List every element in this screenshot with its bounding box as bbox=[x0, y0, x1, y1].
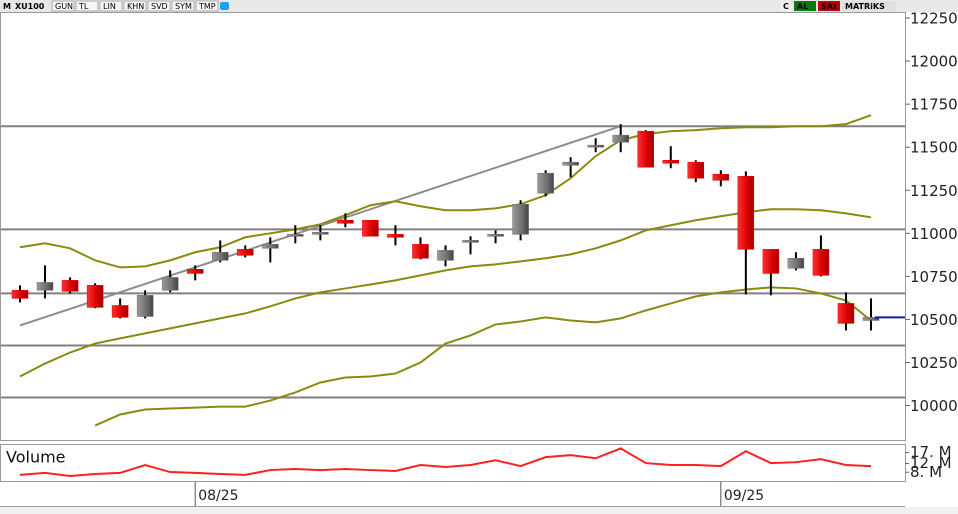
toolbar-item[interactable]: LIN bbox=[103, 2, 116, 11]
candle-body bbox=[787, 258, 805, 269]
toolbar-button[interactable] bbox=[171, 0, 195, 12]
candle-body bbox=[662, 160, 680, 164]
candle-body bbox=[837, 303, 855, 324]
candle-body bbox=[762, 249, 780, 274]
toolbar-item[interactable]: GUN bbox=[55, 2, 73, 11]
toolbar-item[interactable]: KHN bbox=[127, 2, 144, 11]
candle-body bbox=[562, 161, 579, 166]
candle-body bbox=[86, 285, 104, 308]
candle-body bbox=[512, 203, 529, 235]
candle-body bbox=[637, 130, 654, 168]
toolbar bbox=[0, 0, 958, 12]
candle-body bbox=[312, 232, 329, 235]
toolbar-button[interactable] bbox=[147, 0, 171, 12]
candle-body bbox=[262, 244, 279, 249]
scrollbar[interactable] bbox=[0, 507, 958, 514]
candle-body bbox=[487, 234, 504, 237]
toolbar-button[interactable] bbox=[780, 1, 792, 11]
volume-label: Volume bbox=[6, 448, 66, 467]
y-tick-label: 12. M bbox=[910, 454, 952, 472]
y-tick-label: 11750 bbox=[910, 96, 958, 114]
candle-body bbox=[437, 250, 454, 261]
y-tick-label: 11500 bbox=[910, 139, 958, 157]
candle-body bbox=[412, 244, 429, 259]
y-tick-label: 8. M bbox=[910, 463, 942, 481]
y-tick-label: 11250 bbox=[910, 182, 958, 200]
toolbar-item[interactable]: MATRiKS bbox=[845, 2, 885, 11]
candle-body bbox=[36, 282, 54, 291]
toolbar-item[interactable]: AL bbox=[797, 2, 808, 11]
candle-body bbox=[462, 240, 479, 243]
x-tick-label: 09/25 bbox=[724, 488, 764, 504]
candle-body bbox=[287, 234, 304, 237]
toolbar-item[interactable]: SAT bbox=[821, 2, 838, 11]
candle-body bbox=[61, 280, 79, 292]
candle-body bbox=[237, 249, 254, 256]
candle-body bbox=[111, 305, 129, 318]
toolbar-item[interactable]: XU100 bbox=[15, 2, 45, 11]
toolbar-button[interactable] bbox=[99, 0, 123, 12]
toolbar-item[interactable]: SYM bbox=[175, 2, 192, 11]
y-tick-label: 12250 bbox=[910, 10, 958, 28]
candle-body bbox=[862, 317, 880, 321]
toolbar-item[interactable]: C bbox=[783, 2, 789, 11]
twitter-icon[interactable] bbox=[220, 2, 229, 10]
y-tick-label: 10250 bbox=[910, 354, 958, 372]
y-tick-label: 10500 bbox=[910, 311, 958, 329]
toolbar-item[interactable]: TMP bbox=[198, 2, 216, 11]
candle-body bbox=[362, 219, 379, 237]
bollinger-band bbox=[19, 114, 872, 269]
volume-plot bbox=[19, 447, 872, 477]
y-tick-label: 10000 bbox=[910, 397, 958, 415]
candle-body bbox=[337, 219, 354, 224]
toolbar-item[interactable]: SVD bbox=[151, 2, 168, 11]
price-plot bbox=[1, 114, 905, 427]
candle-body bbox=[587, 144, 604, 148]
y-tick-label: 10750 bbox=[910, 268, 958, 286]
candle-body bbox=[687, 161, 705, 179]
price-pane bbox=[0, 12, 906, 441]
x-tick-label: 08/25 bbox=[198, 488, 238, 504]
candle-body bbox=[11, 290, 29, 299]
candle-body bbox=[211, 252, 229, 261]
toolbar-button[interactable] bbox=[842, 1, 896, 11]
toolbar-button[interactable] bbox=[195, 0, 219, 12]
y-tick-label: 17. M bbox=[910, 443, 952, 461]
candle-body bbox=[737, 176, 755, 250]
y-tick-label: 11000 bbox=[910, 225, 958, 243]
toolbar-item[interactable]: M bbox=[3, 2, 11, 11]
candle-body bbox=[136, 295, 154, 317]
volume-line bbox=[19, 447, 872, 477]
candle-body bbox=[186, 269, 204, 274]
candle-body bbox=[387, 234, 404, 238]
candle-body bbox=[612, 134, 629, 143]
bollinger-band bbox=[19, 208, 872, 378]
toolbar-button[interactable] bbox=[123, 0, 147, 12]
toolbar-button[interactable] bbox=[51, 0, 75, 12]
toolbar-button[interactable] bbox=[75, 0, 99, 12]
toolbar-button[interactable] bbox=[794, 1, 816, 11]
candle-body bbox=[812, 249, 830, 276]
candle-body bbox=[712, 173, 730, 181]
bollinger-band bbox=[94, 286, 872, 427]
toolbar-item[interactable]: TL bbox=[78, 2, 89, 11]
y-tick-label: 12000 bbox=[910, 53, 958, 71]
toolbar-button[interactable] bbox=[818, 1, 840, 11]
candle-body bbox=[161, 277, 179, 291]
candle-body bbox=[537, 172, 554, 194]
